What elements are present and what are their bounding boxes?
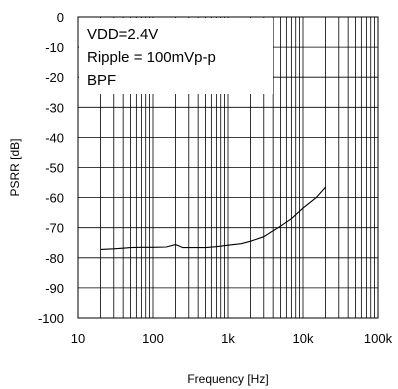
annotation-vdd: VDD=2.4V [87, 26, 158, 43]
x-tick-label: 10k [293, 331, 314, 346]
x-tick-label: 100 [142, 331, 164, 346]
x-axis-label: Frequency [Hz] [187, 372, 268, 386]
plot-frame [77, 16, 379, 319]
annotation-filter: BPF [87, 72, 116, 89]
y-tick-label: -50 [45, 161, 64, 176]
y-tick-label: -10 [45, 40, 64, 55]
y-tick-label: -80 [45, 251, 64, 266]
axis-ticks: 0 -10 -20 -30 -40 -50 -60 -70 -80 -90 -100 10 100 1k 1… [38, 10, 393, 346]
y-tick-label: -30 [45, 100, 64, 115]
x-tick-label: 10 [71, 331, 85, 346]
annotation-box [79, 18, 273, 94]
y-tick-label: 0 [57, 10, 64, 25]
y-tick-label: -20 [45, 70, 64, 85]
y-tick-label: -40 [45, 130, 64, 145]
x-tick-label: 100k [364, 331, 393, 346]
annotation-ripple: Ripple = 100mVp-p [87, 49, 216, 66]
y-axis-label: PSRR [dB] [8, 138, 22, 196]
psrr-line [100, 186, 327, 250]
x-tick-label: 1k [221, 331, 235, 346]
y-tick-label: -60 [45, 191, 64, 206]
y-tick-label: -70 [45, 221, 64, 236]
y-tick-label: -90 [45, 281, 64, 296]
series-group [100, 186, 327, 250]
y-tick-label: -100 [38, 311, 64, 326]
